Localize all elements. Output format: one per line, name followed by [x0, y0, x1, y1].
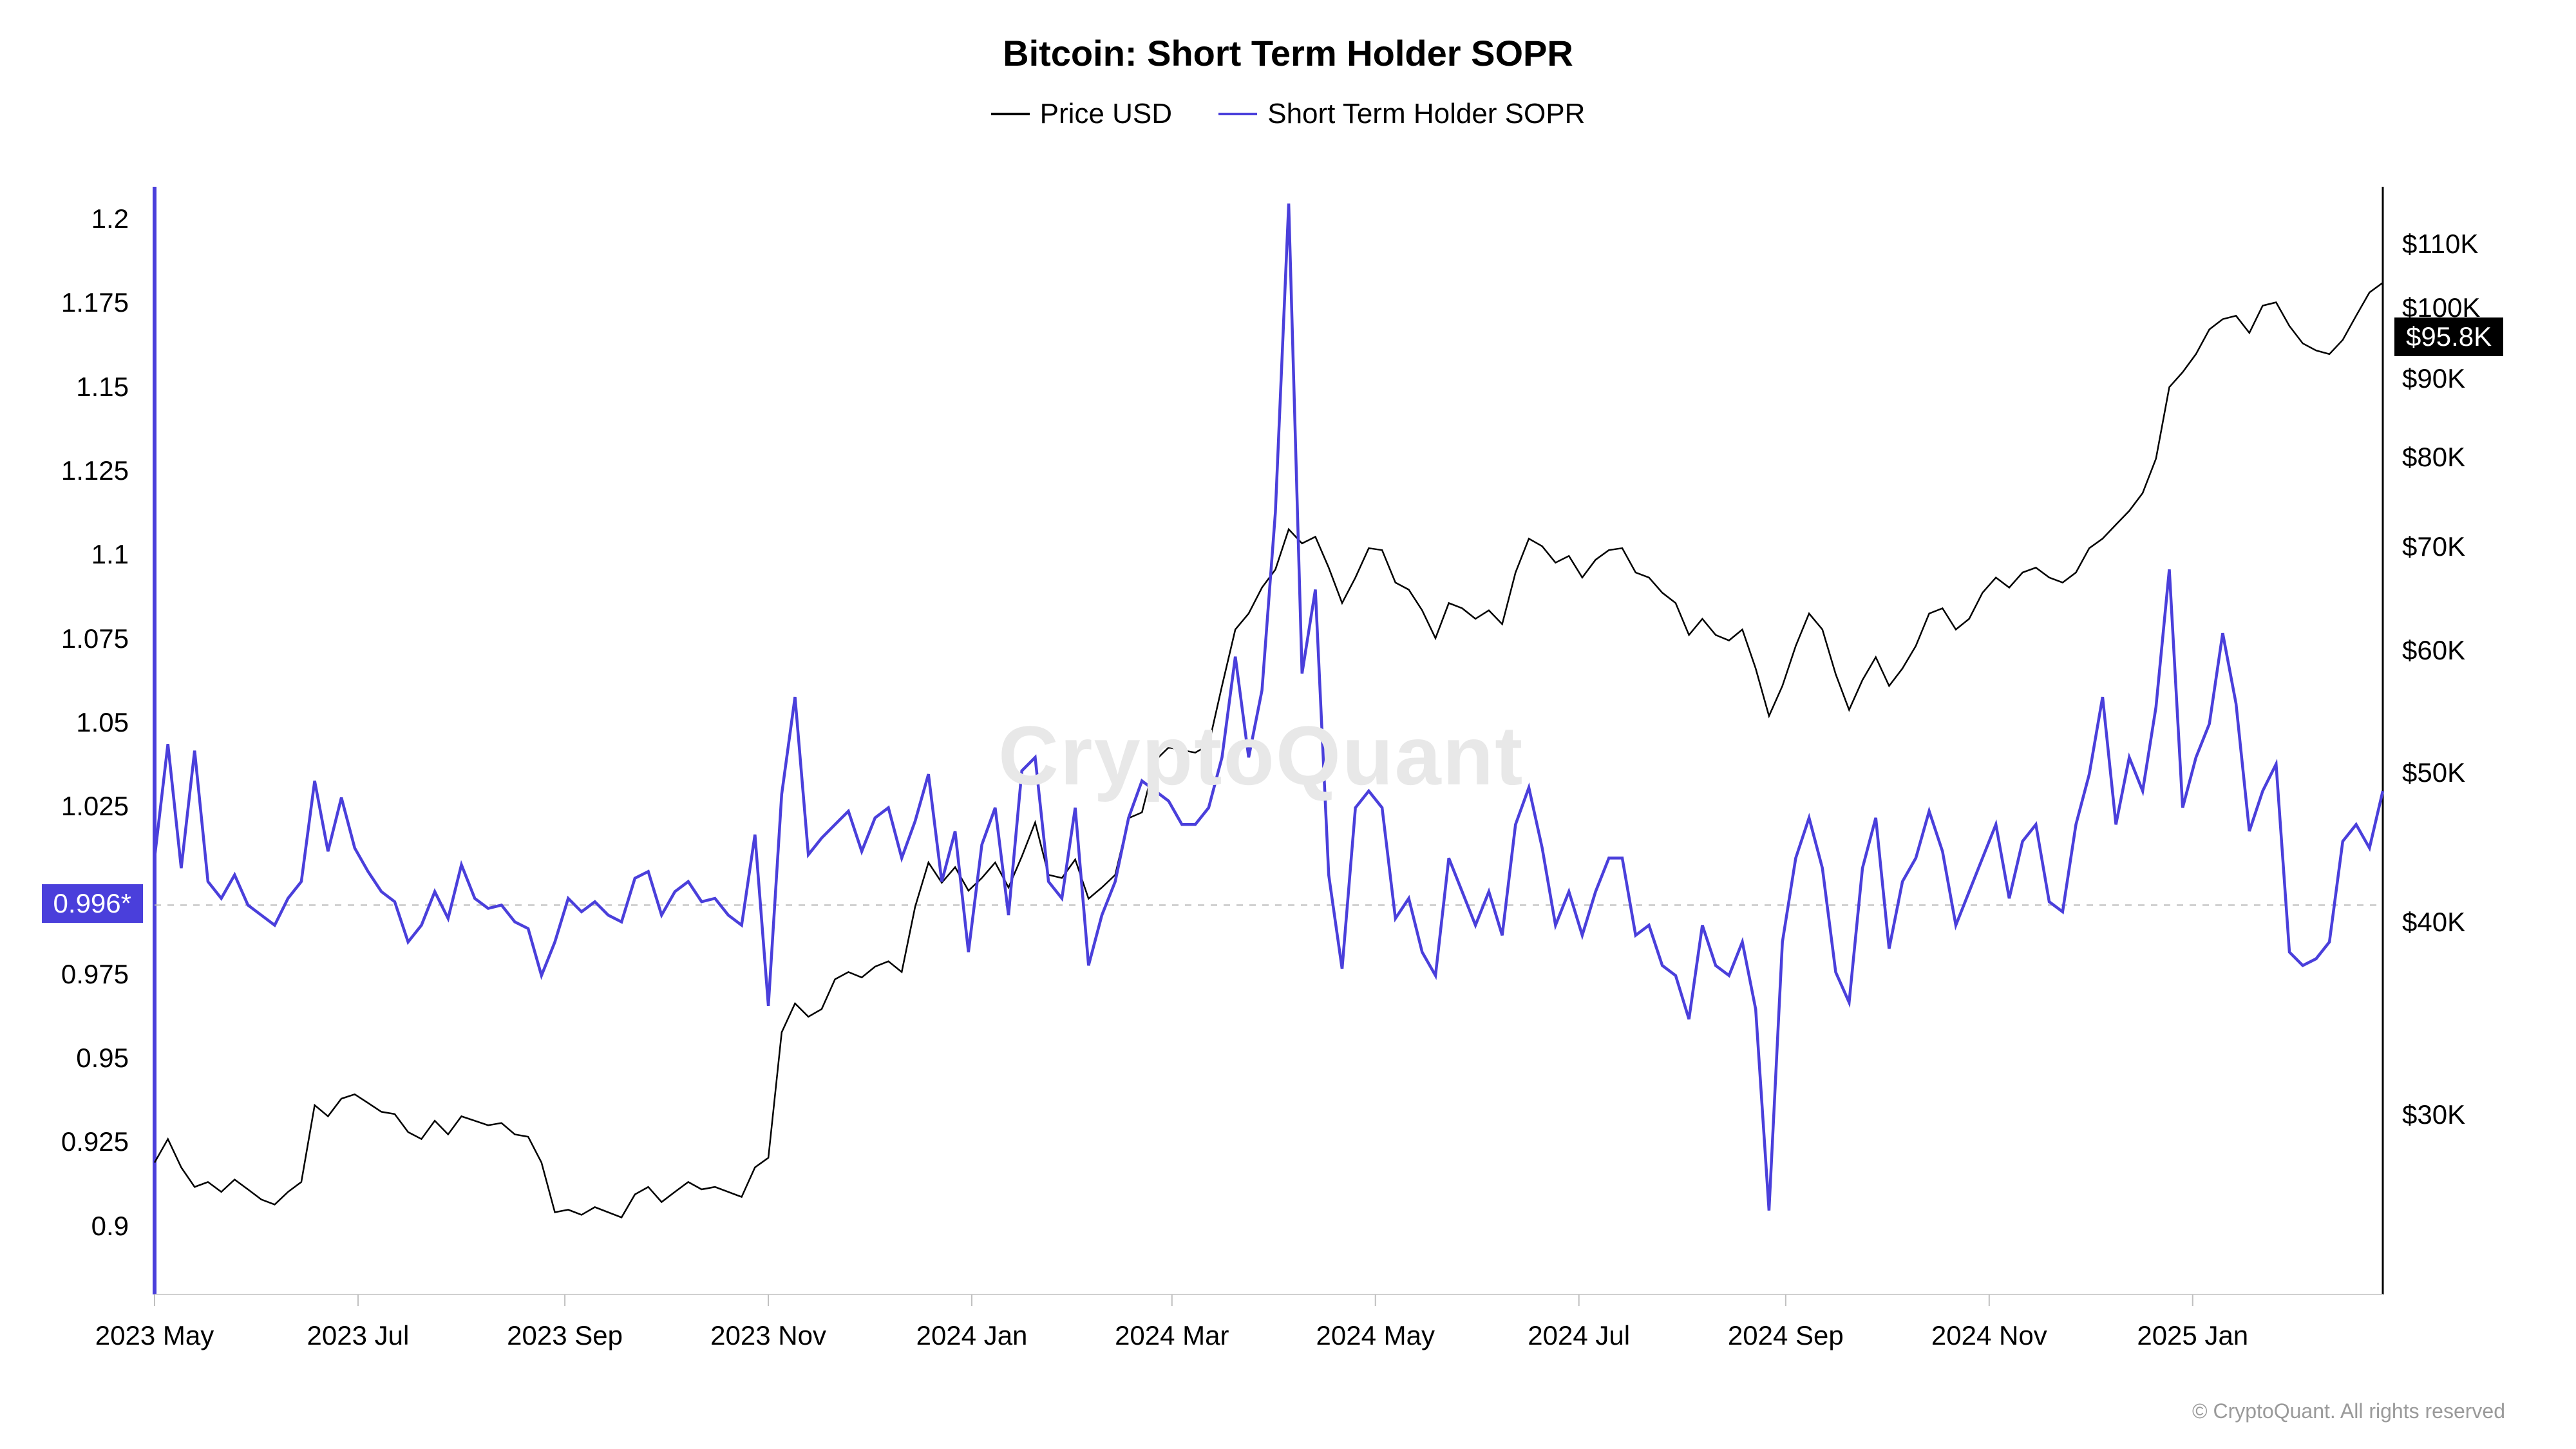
copyright: © CryptoQuant. All rights reserved	[2192, 1399, 2505, 1423]
right-axis-tick-label: $50K	[2402, 757, 2465, 788]
left-axis-tick-label: 1.075	[13, 623, 129, 654]
left-axis-tick-label: 1.1	[13, 539, 129, 570]
left-axis-tick-label: 0.975	[13, 959, 129, 990]
left-axis-tick-label: 1.125	[13, 455, 129, 486]
left-axis-tick-label: 1.175	[13, 287, 129, 318]
left-axis-tick-label: 1.025	[13, 791, 129, 822]
x-axis-tick-label: 2024 Jul	[1528, 1320, 1630, 1351]
x-axis-tick-label: 2025 Jan	[2137, 1320, 2248, 1351]
x-axis-tick-label: 2024 Sep	[1728, 1320, 1844, 1351]
right-axis-tick-label: $40K	[2402, 907, 2465, 938]
x-axis-tick-label: 2023 Sep	[507, 1320, 623, 1351]
x-axis-tick-label: 2023 Nov	[710, 1320, 826, 1351]
right-axis-tick-label: $80K	[2402, 442, 2465, 473]
right-axis-tick-label: $70K	[2402, 531, 2465, 562]
left-axis-tick-label: 1.05	[13, 707, 129, 738]
x-axis-tick-label: 2023 Jul	[307, 1320, 410, 1351]
right-axis-tick-label: $90K	[2402, 363, 2465, 394]
plot-svg	[0, 0, 2576, 1449]
left-axis-tick-label: 1.2	[13, 204, 129, 234]
x-axis-tick-label: 2024 Jan	[916, 1320, 1028, 1351]
x-axis-tick-label: 2023 May	[95, 1320, 214, 1351]
right-axis-tick-label: $30K	[2402, 1099, 2465, 1130]
left-axis-tick-label: 0.925	[13, 1126, 129, 1157]
current-value-badge-price: $95.8K	[2394, 317, 2503, 356]
chart-container: Bitcoin: Short Term Holder SOPR Price US…	[0, 0, 2576, 1449]
x-axis-tick-label: 2024 Nov	[1931, 1320, 2047, 1351]
left-axis-tick-label: 0.95	[13, 1043, 129, 1074]
x-axis-tick-label: 2024 May	[1316, 1320, 1435, 1351]
left-axis-tick-label: 0.9	[13, 1211, 129, 1242]
x-axis-tick-label: 2024 Mar	[1115, 1320, 1229, 1351]
left-axis-tick-label: 1.15	[13, 372, 129, 402]
right-axis-tick-label: $110K	[2402, 229, 2478, 260]
current-value-badge-sopr: 0.996*	[42, 884, 143, 923]
right-axis-tick-label: $60K	[2402, 635, 2465, 666]
